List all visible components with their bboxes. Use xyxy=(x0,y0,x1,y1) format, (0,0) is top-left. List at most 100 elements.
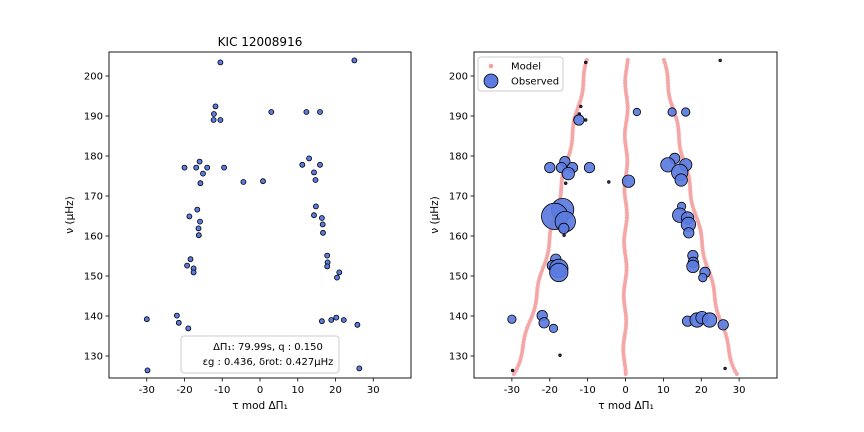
left-x-axis-label: τ mod ΔΠ₁ xyxy=(232,400,288,412)
right-y-tick-label: 190 xyxy=(449,112,468,123)
right-observed-point xyxy=(583,60,588,65)
left-info-box-line1: ΔΠ₁: 79.99s, q : 0.150 xyxy=(213,342,323,353)
left-x-tick-label: -20 xyxy=(176,385,192,396)
right-observed-point xyxy=(717,319,729,331)
left-observed-point xyxy=(193,164,200,171)
right-observed-point xyxy=(718,58,722,63)
right-legend-observed-label: Observed xyxy=(511,77,559,88)
left-observed-point xyxy=(317,161,323,168)
right-legend-model-marker xyxy=(488,63,494,69)
left-observed-point xyxy=(217,59,224,66)
right-observed-point xyxy=(544,162,556,174)
right-observed-point xyxy=(548,323,559,333)
left-x-tick-label: 30 xyxy=(367,385,380,396)
right-plot-area xyxy=(507,57,740,377)
left-observed-point xyxy=(185,325,192,332)
left-observed-point xyxy=(186,213,193,220)
left-observed-point xyxy=(144,367,151,374)
left-y-tick-label: 140 xyxy=(84,312,103,323)
left-observed-point xyxy=(143,316,150,323)
left-observed-point xyxy=(320,229,326,236)
left-observed-point xyxy=(306,155,313,162)
right-observed-point xyxy=(510,368,515,373)
left-observed-point xyxy=(196,158,203,165)
left-observed-point xyxy=(319,221,326,228)
left-info-box-line2: εg : 0.436, δrot: 0.427μHz xyxy=(203,357,334,368)
right-observed-point xyxy=(701,312,718,328)
right-x-tick-label: 0 xyxy=(622,385,628,396)
right-observed-point xyxy=(549,262,569,282)
left-observed-point xyxy=(311,212,317,219)
left-info-box-frame xyxy=(180,335,340,374)
right-model-point xyxy=(625,57,630,63)
left-observed-point xyxy=(221,164,228,171)
right-observed-point xyxy=(632,107,642,117)
left-observed-point xyxy=(317,109,323,115)
left-observed-point xyxy=(175,319,182,326)
left-panel: KIC 12008916 -30 -20 -10 0 10 20 30 130 140 150 16… xyxy=(64,35,412,412)
left-observed-point xyxy=(351,57,358,64)
left-observed-point xyxy=(333,314,340,321)
right-y-tick-label: 160 xyxy=(449,232,468,243)
left-observed-point xyxy=(268,109,275,115)
right-y-tick-label: 140 xyxy=(449,312,468,323)
right-y-tick-label: 180 xyxy=(449,152,468,163)
left-observed-point xyxy=(324,252,331,259)
left-observed-point xyxy=(195,232,202,239)
right-y-tick-label: 130 xyxy=(449,352,468,363)
right-x-tick-label: -20 xyxy=(542,385,558,396)
left-y-axis-label: ν (μHz) xyxy=(64,196,76,233)
right-observed-point xyxy=(558,353,562,357)
right-y-axis-label: ν (μHz) xyxy=(429,196,441,233)
right-x-tick-label: -10 xyxy=(579,385,595,396)
right-observed-point xyxy=(562,233,566,237)
right-model-point xyxy=(621,348,626,354)
left-x-tick-label: 0 xyxy=(257,385,263,396)
left-observed-point xyxy=(217,117,224,123)
left-observed-point xyxy=(197,218,203,225)
right-legend: Model Observed xyxy=(477,56,564,92)
left-y-tick-label: 130 xyxy=(84,352,103,363)
right-legend-model-label: Model xyxy=(511,62,541,73)
left-observed-point xyxy=(204,164,211,171)
left-y-tick-label: 160 xyxy=(84,232,103,243)
right-panel: -30 -20 -10 0 10 20 30 130 140 150 160 170 180 190 200… xyxy=(429,51,778,412)
left-axes-frame xyxy=(108,51,412,379)
left-y-tick-label: 180 xyxy=(84,152,103,163)
right-observed-point xyxy=(583,162,596,174)
left-observed-point xyxy=(340,317,347,323)
left-x-tick-label: -10 xyxy=(214,385,230,396)
right-observed-point xyxy=(607,180,611,184)
left-info-box: ΔΠ₁: 79.99s, q : 0.150 εg : 0.436, δrot:… xyxy=(180,335,340,374)
left-plot-area xyxy=(143,57,363,374)
left-observed-point xyxy=(299,161,306,168)
right-observed-point xyxy=(573,114,585,126)
right-observed-point xyxy=(538,317,550,329)
right-observed-point xyxy=(674,173,688,187)
left-observed-point xyxy=(318,215,325,221)
left-y-tick-label: 200 xyxy=(84,72,103,83)
right-legend-frame xyxy=(477,56,564,92)
right-y-tick-label: 200 xyxy=(449,72,468,83)
left-y-tick-label: 150 xyxy=(84,272,103,283)
right-observed-point xyxy=(558,222,570,234)
left-observed-point xyxy=(334,274,340,281)
right-observed-point xyxy=(579,104,583,109)
left-observed-point xyxy=(318,318,325,325)
left-observed-point xyxy=(336,269,343,276)
left-observed-point xyxy=(194,206,201,213)
right-observed-point xyxy=(681,107,691,117)
left-observed-point xyxy=(181,164,188,171)
left-x-tick-label: 10 xyxy=(291,385,304,396)
right-observed-point xyxy=(683,227,695,239)
left-observed-point xyxy=(324,263,331,270)
left-x-tick-label: 20 xyxy=(329,385,342,396)
left-observed-point xyxy=(354,321,361,328)
left-observed-point xyxy=(173,312,180,319)
left-x-tick-label: -30 xyxy=(139,385,155,396)
left-observed-point xyxy=(328,317,335,323)
right-observed-point xyxy=(660,157,676,173)
right-observed-point xyxy=(507,314,517,324)
right-model-point xyxy=(661,57,667,63)
right-x-tick-label: 20 xyxy=(695,385,708,396)
